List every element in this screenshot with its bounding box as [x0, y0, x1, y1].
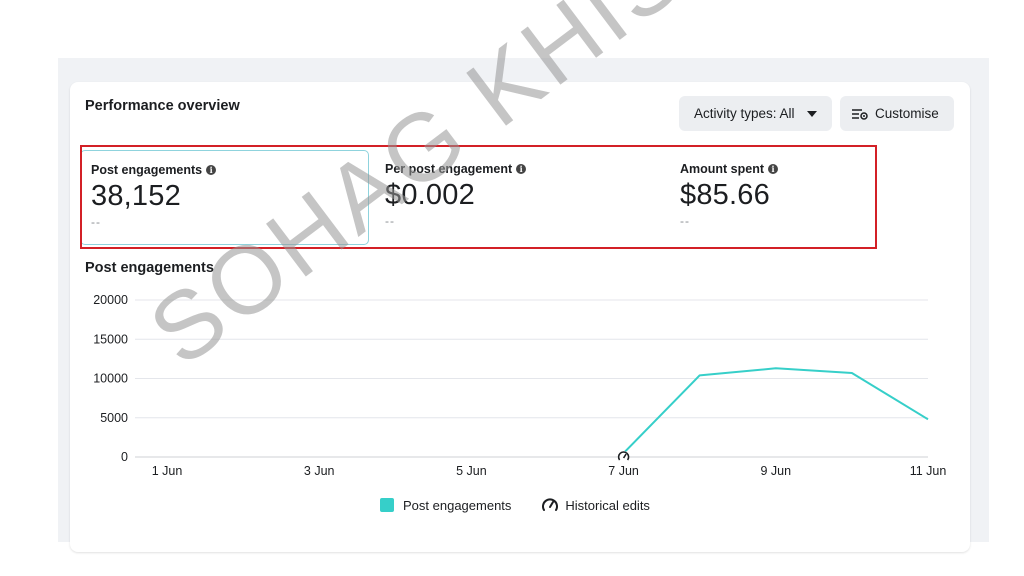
metric-value: 38,152 [91, 180, 181, 212]
y-tick-label: 0 [121, 450, 128, 464]
x-tick-label: 7 Jun [608, 464, 639, 478]
x-tick-label: 11 Jun [910, 464, 947, 478]
metric-post-engagements[interactable]: Post engagements i 38,152 -- [80, 150, 369, 245]
customise-label: Customise [875, 106, 939, 121]
chart-title: Post engagements [85, 260, 214, 276]
marker-arc [617, 451, 630, 461]
y-tick-label: 20000 [93, 293, 128, 307]
legend-item-historical[interactable]: Historical edits [541, 497, 650, 513]
metric-per-post-engagement[interactable]: Per post engagement i $0.002 -- [375, 150, 657, 245]
legend-label: Historical edits [565, 497, 650, 513]
legend-label: Post engagements [403, 497, 512, 513]
metric-value: $0.002 [385, 179, 475, 211]
metric-label-row: Amount spent i [680, 162, 952, 176]
y-tick-label: 15000 [93, 332, 128, 346]
info-icon[interactable]: i [768, 164, 779, 174]
activity-types-dropdown[interactable]: Activity types: All [679, 96, 832, 131]
metric-label: Amount spent [680, 162, 765, 176]
x-tick-label: 9 Jun [761, 464, 792, 478]
caret-down-icon [806, 110, 817, 117]
metric-label-row: Post engagements i [91, 163, 368, 177]
activity-types-label: Activity types: All [694, 106, 795, 121]
legend-swatch [380, 498, 394, 512]
performance-overview-card: Performance overview Activity types: All… [70, 82, 970, 552]
metric-value: $85.66 [680, 179, 770, 211]
customise-button[interactable]: Customise [840, 96, 954, 131]
metric-amount-spent[interactable]: Amount spent i $85.66 -- [670, 150, 952, 245]
info-icon[interactable]: i [516, 164, 527, 174]
metric-label: Per post engagement [385, 162, 513, 176]
chart-legend: Post engagements Historical edits [380, 497, 650, 513]
x-tick-label: 1 Jun [152, 464, 183, 478]
legend-item-series[interactable]: Post engagements [380, 498, 511, 513]
metric-label-row: Per post engagement i [385, 162, 657, 176]
info-icon[interactable]: i [206, 165, 217, 175]
metric-comparison: -- [385, 214, 395, 228]
x-tick-label: 3 Jun [304, 464, 335, 478]
card-title: Performance overview [85, 98, 240, 114]
post-engagements-chart[interactable]: 0 5000 10000 15000 20000 1 Jun 3 Jun 5 Jun 7 Jun… [80, 285, 960, 485]
metric-comparison: -- [91, 215, 101, 229]
y-tick-label: 5000 [100, 411, 128, 425]
y-tick-label: 10000 [93, 372, 128, 386]
metric-label: Post engagements [91, 163, 203, 177]
customise-icon [852, 108, 868, 120]
historical-edit-marker-icon[interactable] [617, 451, 630, 463]
gauge-icon [542, 498, 559, 511]
series-line [622, 367, 929, 454]
metric-comparison: -- [680, 214, 690, 228]
marker-needle [622, 453, 627, 459]
x-tick-label: 5 Jun [456, 464, 487, 478]
